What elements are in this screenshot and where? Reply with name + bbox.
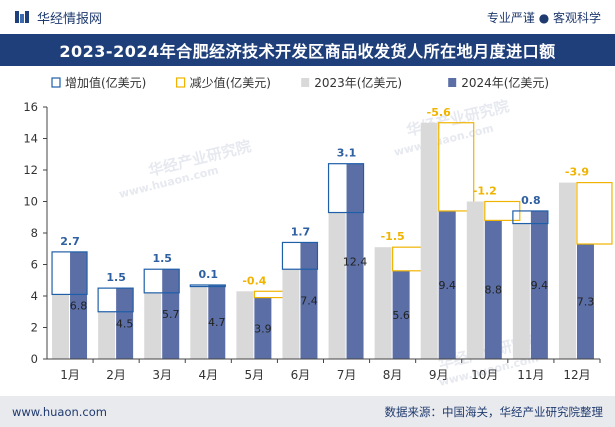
legend-label-bar2024: 2024年(亿美元) (461, 75, 549, 90)
bar-2024-4 (208, 284, 226, 359)
bar-2024-8 (392, 270, 410, 359)
legend-swatch-decrease (176, 77, 186, 88)
bar-2024-11 (530, 210, 548, 359)
bar-2023-10 (466, 201, 484, 359)
bar-2023-5 (236, 291, 254, 359)
bar-2024-9 (438, 210, 456, 359)
x-tick-label-11: 11月 (517, 368, 544, 382)
bar-2024-12 (576, 244, 594, 359)
change-label-3: 1.5 (152, 252, 172, 265)
x-tick-label-8: 8月 (383, 368, 403, 382)
x-tick-label-2: 2月 (106, 368, 126, 382)
legend-label-decrease: 减少值(亿美元) (190, 75, 271, 90)
footer: www.huaon.com 数据来源：中国海关，华经产业研究院整理 (0, 396, 615, 427)
change-label-5: -0.4 (242, 274, 266, 287)
x-tick-label-3: 3月 (152, 368, 172, 382)
y-tick-label-2: 2 (31, 321, 38, 335)
value-label-2024-11: 9.4 (531, 279, 549, 292)
x-tick-label-10: 10月 (471, 368, 498, 382)
change-box-2 (97, 287, 134, 313)
x-tick-label-12: 12月 (563, 368, 590, 382)
change-box-4 (189, 284, 226, 288)
change-label-2: 1.5 (106, 271, 126, 284)
value-label-2024-3: 5.7 (162, 308, 180, 321)
change-box-3 (143, 268, 180, 294)
bar-2024-2 (116, 288, 134, 359)
legend-swatch-bar2023 (301, 78, 310, 87)
change-label-7: 3.1 (337, 147, 357, 160)
bar-2023-12 (558, 182, 576, 359)
change-box-6 (281, 241, 319, 270)
legend-swatch-increase (51, 77, 61, 88)
bar-2023-6 (282, 269, 300, 359)
tagline: 专业严谨 ● 客观科学 (486, 10, 601, 25)
brand-name: 华经情报网 (37, 11, 103, 27)
x-tick-label-1: 1月 (60, 368, 80, 382)
change-box-11 (512, 210, 549, 225)
bar-2023-9 (420, 122, 438, 359)
value-label-2024-9: 9.4 (438, 279, 456, 292)
bar-2023-7 (328, 212, 346, 359)
top-bar: 华经情报网 专业严谨 ● 客观科学 (0, 0, 615, 34)
change-label-1: 2.7 (60, 235, 80, 248)
footer-url[interactable]: www.huaon.com (12, 404, 107, 419)
x-tick-label-6: 6月 (291, 368, 311, 382)
bar-2024-5 (254, 297, 272, 359)
y-tick-label-4: 4 (31, 289, 38, 303)
bar-2023-4 (190, 286, 208, 359)
brand-logo-icon (15, 11, 29, 23)
value-label-2024-8: 5.6 (392, 309, 410, 322)
value-label-2024-4: 4.7 (208, 316, 226, 329)
change-label-11: 0.8 (521, 194, 541, 207)
change-box-9 (438, 122, 475, 212)
y-tick-label-8: 8 (31, 226, 38, 240)
change-label-10: -1.2 (473, 185, 497, 198)
y-tick-label-14: 14 (23, 132, 38, 146)
x-tick-label-9: 9月 (429, 368, 449, 382)
value-label-2024-5: 3.9 (254, 322, 272, 335)
bar-2024-3 (162, 269, 180, 359)
value-label-2024-10: 8.8 (485, 284, 503, 297)
legend-swatch-bar2024 (448, 78, 457, 87)
x-tick-label-5: 5月 (245, 368, 265, 382)
change-label-6: 1.7 (291, 225, 311, 238)
value-label-2024-6: 7.4 (300, 295, 318, 308)
change-label-9: -5.6 (427, 106, 451, 119)
change-box-7 (327, 163, 365, 214)
bar-2023-3 (144, 292, 162, 359)
x-tick-label-7: 7月 (337, 368, 357, 382)
change-box-12 (576, 181, 613, 245)
value-label-2024-1: 6.8 (70, 299, 88, 312)
footer-source: 数据来源：中国海关，华经产业研究院整理 (384, 404, 604, 419)
value-label-2024-2: 4.5 (116, 318, 134, 331)
bar-2024-1 (70, 251, 88, 359)
bar-2024-10 (484, 220, 502, 359)
y-tick-label-16: 16 (23, 100, 38, 114)
y-tick-label-10: 10 (23, 195, 38, 209)
y-tick-label-12: 12 (23, 163, 38, 177)
bar-2023-11 (512, 223, 530, 359)
legend-label-increase: 增加值(亿美元) (65, 75, 146, 90)
change-label-8: -1.5 (381, 230, 405, 243)
bar-2023-8 (374, 247, 392, 359)
change-box-1 (51, 251, 88, 296)
change-label-12: -3.9 (565, 166, 589, 179)
x-tick-label-4: 4月 (198, 368, 218, 382)
bar-2023-2 (98, 311, 116, 359)
y-tick-label-0: 0 (31, 352, 38, 366)
y-tick-label-6: 6 (31, 258, 38, 272)
bar-2023-1 (52, 294, 70, 359)
value-label-2024-12: 7.3 (577, 296, 595, 309)
chart-title: 2023-2024年合肥经济技术开发区商品收发货人所在地月度进口额 (0, 34, 615, 66)
change-label-4: 0.1 (199, 268, 219, 281)
brand[interactable]: 华经情报网 (0, 8, 102, 27)
legend-label-bar2023: 2023年(亿美元) (314, 75, 402, 90)
bar-2024-6 (300, 242, 318, 359)
chart-area: 华经产业研究院华经产业研究院www.huaon.comwww.huaon.com… (23, 75, 613, 389)
value-label-2024-7: 12.4 (343, 255, 368, 268)
